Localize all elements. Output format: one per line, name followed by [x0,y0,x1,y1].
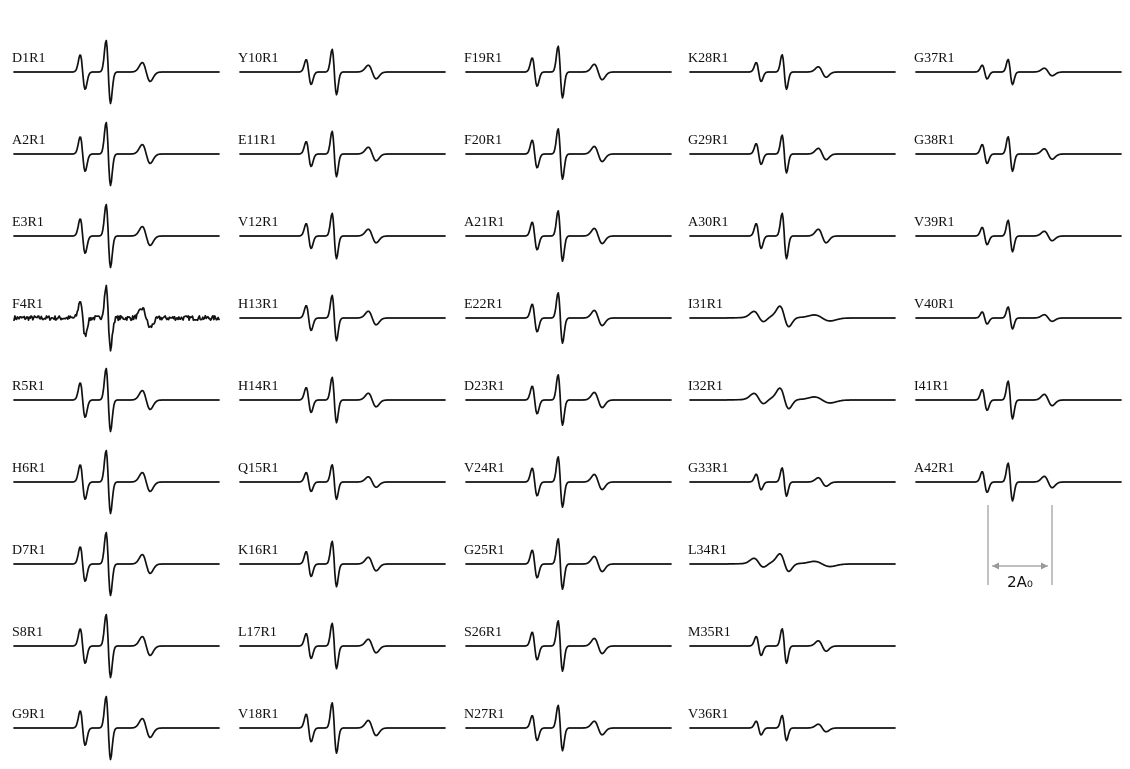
spectrum-e22r1 [465,292,672,345]
spectrum-g37r1 [915,58,1122,86]
spectrum-label-k16r1: K16R1 [238,543,278,558]
spectrum-v24r1 [465,456,672,509]
spectrum-label-v36r1: V36R1 [688,707,728,722]
hyperfine-annotation: 2A₀ [987,505,1053,591]
spectrum-d23r1 [465,374,672,427]
spectrum-label-k28r1: K28R1 [688,51,728,66]
spectrum-label-l34r1: L34R1 [688,543,727,558]
spectrum-s8r1 [13,613,220,679]
spectrum-label-h6r1: H6R1 [12,461,45,476]
spectrum-h6r1 [13,449,220,515]
spectrum-label-g29r1: G29R1 [688,133,728,148]
spectrum-label-e11r1: E11R1 [238,133,276,148]
spectrum-e3r1 [13,203,220,269]
spectrum-k28r1 [689,53,896,91]
spectrum-r5r1 [13,367,220,433]
spectrum-label-a21r1: A21R1 [464,215,504,230]
spectrum-f19r1 [465,45,672,99]
spectrum-k16r1 [239,540,446,588]
spectra-grid: D1R1 A2R1 E3R1 F4R1 R5R1 H6R1 D7R1 S8R1 G9R1 Y10R… [12,39,1122,761]
spectrum-label-f4r1: F4R1 [12,297,43,312]
spectrum-h13r1 [239,294,446,342]
spectrum-a2r1 [13,121,220,187]
spectrum-g9r1 [13,695,220,761]
spectrum-label-a2r1: A2R1 [12,133,45,148]
spectrum-v36r1 [689,714,896,742]
spectrum-label-v12r1: V12R1 [238,215,278,230]
spectrum-label-v40r1: V40R1 [914,297,954,312]
spectrum-l17r1 [239,622,446,670]
spectrum-label-f20r1: F20R1 [464,133,502,148]
spectrum-label-h14r1: H14R1 [238,379,278,394]
spectrum-a21r1 [465,210,672,263]
spectrum-label-y10r1: Y10R1 [238,51,278,66]
spectrum-m35r1 [689,627,896,665]
spectrum-f20r1 [465,128,672,181]
spectrum-label-v18r1: V18R1 [238,707,278,722]
spectrum-v40r1 [915,306,1122,330]
spectrum-label-v39r1: V39R1 [914,215,954,230]
spectrum-label-d7r1: D7R1 [12,543,45,558]
spectrum-a42r1 [915,462,1122,502]
spectrum-d1r1 [13,39,220,105]
spectrum-s26r1 [465,620,672,673]
spectrum-h14r1 [239,376,446,424]
spectrum-label-g37r1: G37R1 [914,51,954,66]
spectrum-i31r1 [689,305,896,328]
spectrum-label-i32r1: I32R1 [688,379,723,394]
spectrum-e11r1 [239,130,446,178]
spectrum-v18r1 [239,702,446,755]
spectrum-label-d23r1: D23R1 [464,379,504,394]
spectrum-l34r1 [689,552,896,573]
annotation-arrow-right [1041,562,1048,570]
spectrum-q15r1 [239,463,446,501]
spectrum-label-g38r1: G38R1 [914,133,954,148]
spectrum-label-h13r1: H13R1 [238,297,278,312]
annotation-label: 2A₀ [1007,573,1033,591]
spectrum-i41r1 [915,380,1122,420]
spectrum-label-a30r1: A30R1 [688,215,728,230]
spectrum-label-f19r1: F19R1 [464,51,502,66]
spectrum-i32r1 [689,387,896,410]
spectrum-label-s8r1: S8R1 [12,625,43,640]
spectrum-d7r1 [13,531,220,597]
spectrum-label-l17r1: L17R1 [238,625,277,640]
spectrum-label-n27r1: N27R1 [464,707,504,722]
spectrum-v12r1 [239,212,446,260]
spectrum-label-g33r1: G33R1 [688,461,728,476]
spectrum-g29r1 [689,134,896,174]
spectrum-label-g25r1: G25R1 [464,543,504,558]
spectrum-g25r1 [465,538,672,591]
spectrum-label-g9r1: G9R1 [12,707,45,722]
spectrum-label-r5r1: R5R1 [12,379,45,394]
spectrum-y10r1 [239,48,446,96]
spectrum-label-i31r1: I31R1 [688,297,723,312]
spectrum-label-a42r1: A42R1 [914,461,954,476]
spectrum-n27r1 [465,704,672,752]
spectrum-label-e22r1: E22R1 [464,297,503,312]
annotation-arrow-left [992,562,999,570]
spectrum-v39r1 [915,219,1122,253]
spectrum-label-d1r1: D1R1 [12,51,45,66]
spectrum-label-s26r1: S26R1 [464,625,502,640]
spectrum-g33r1 [689,467,896,498]
spectrum-g38r1 [915,135,1122,173]
spectrum-label-v24r1: V24R1 [464,461,504,476]
spectrum-label-m35r1: M35R1 [688,625,731,640]
spectrum-label-i41r1: I41R1 [914,379,949,394]
spectrum-label-q15r1: Q15R1 [238,461,278,476]
spectrum-f4r1 [13,284,220,352]
spectrum-a30r1 [689,212,896,260]
spectrum-label-e3r1: E3R1 [12,215,44,230]
